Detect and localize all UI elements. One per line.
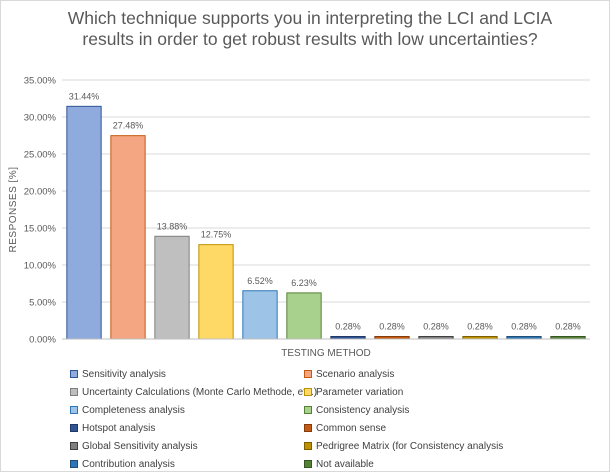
legend-item: Common sense <box>304 420 538 436</box>
legend-label: Consistency analysis <box>316 404 410 416</box>
y-tick-label: 25.00% <box>24 150 57 161</box>
legend-item: Consistency analysis <box>304 402 538 418</box>
legend-item: Not available <box>304 456 538 472</box>
data-label: 0.28% <box>555 322 581 332</box>
legend-swatch <box>70 370 78 378</box>
bar-2 <box>110 135 146 340</box>
data-label: 0.28% <box>335 322 361 332</box>
legend-label: Hotspot analysis <box>82 422 156 434</box>
bar-1 <box>66 105 102 340</box>
legend-item: Scenario analysis <box>304 366 538 382</box>
legend-label: Not available <box>316 458 374 470</box>
y-tick-labels: 0.00% 5.00% 10.00% 15.00% 20.00% 25.00% 30.00%… <box>24 76 57 346</box>
legend-label: Common sense <box>316 422 387 434</box>
legend-label: Global Sensitivity analysis <box>82 440 198 452</box>
bar-5 <box>242 290 278 340</box>
y-tick-label: 15.00% <box>24 224 57 235</box>
bar-3 <box>154 235 190 340</box>
data-label: 27.48% <box>113 121 144 131</box>
data-label: 0.28% <box>423 322 449 332</box>
legend: Sensitivity analysis Scenario analysis Unc… <box>70 366 540 472</box>
legend-label: Contribution analysis <box>82 458 175 470</box>
data-label: 6.52% <box>247 276 273 286</box>
legend-label: Parameter variation <box>316 386 404 398</box>
legend-item: Sensitivity analysis <box>70 366 304 382</box>
legend-swatch <box>304 424 312 432</box>
legend-swatch <box>70 424 78 432</box>
legend-item: Contribution analysis <box>70 456 304 472</box>
data-label: 0.28% <box>511 322 537 332</box>
legend-swatch <box>304 370 312 378</box>
y-tick-label: 20.00% <box>24 187 57 198</box>
legend-label: Pedrigree Matrix (for Consistency analys… <box>316 440 504 452</box>
x-axis-label: TESTING METHOD <box>281 348 370 359</box>
legend-item: Uncertainty Calculations (Monte Carlo Me… <box>70 384 317 400</box>
chart-title: Which technique supports you in interpre… <box>67 8 553 49</box>
legend-swatch <box>70 460 78 468</box>
legend-swatch <box>304 442 312 450</box>
legend-item: Pedrigree Matrix (for Consistency analys… <box>304 438 538 454</box>
data-label: 13.88% <box>157 221 188 231</box>
plot-area: 0.00% 5.00% 10.00% 15.00% 20.00% 25.00% 30.00%… <box>8 76 590 359</box>
legend-label: Uncertainty Calculations (Monte Carlo Me… <box>82 386 318 398</box>
legend-swatch <box>70 406 78 414</box>
legend-item: Hotspot analysis <box>70 420 304 436</box>
legend-label: Scenario analysis <box>316 368 395 380</box>
legend-swatch <box>70 442 78 450</box>
y-tick-label: 5.00% <box>29 298 56 309</box>
legend-item: Completeness analysis <box>70 402 304 418</box>
bar-6 <box>286 292 322 340</box>
y-tick-label: 35.00% <box>24 76 57 87</box>
legend-item: Global Sensitivity analysis <box>70 438 304 454</box>
y-tick-label: 30.00% <box>24 113 57 124</box>
legend-swatch <box>70 388 78 396</box>
bars <box>66 105 586 340</box>
data-label: 31.44% <box>69 91 100 101</box>
y-axis-label: RESPONSES [%] <box>8 167 19 253</box>
data-label: 0.28% <box>467 322 493 332</box>
legend-swatch <box>304 388 312 396</box>
legend-swatch <box>304 460 312 468</box>
data-label: 0.28% <box>379 322 405 332</box>
legend-label: Sensitivity analysis <box>82 368 166 380</box>
legend-swatch <box>304 406 312 414</box>
data-label: 6.23% <box>291 278 317 288</box>
y-tick-label: 0.00% <box>29 335 56 346</box>
y-tick-label: 10.00% <box>24 261 57 272</box>
data-labels: 31.44% 27.48% 13.88% 12.75% 6.52% 6.23% 0.28% 0… <box>69 91 581 331</box>
bar-4 <box>198 244 234 340</box>
data-label: 12.75% <box>201 230 232 240</box>
legend-item: Parameter variation <box>304 384 538 400</box>
gridlines <box>62 79 590 303</box>
legend-label: Completeness analysis <box>82 404 185 416</box>
